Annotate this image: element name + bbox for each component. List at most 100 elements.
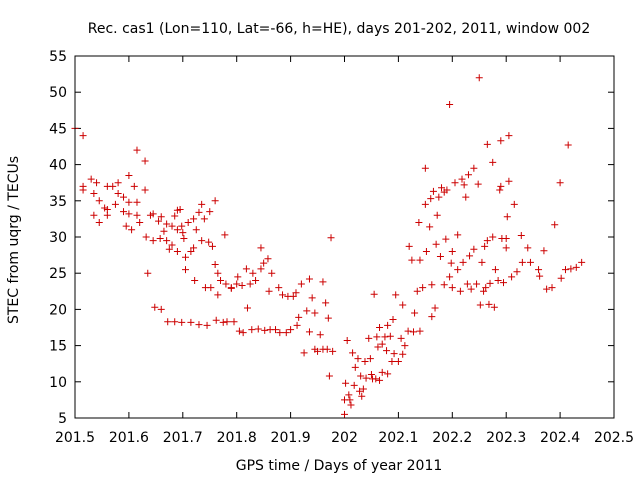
- data-point-plus: [351, 363, 359, 371]
- data-point-plus: [415, 219, 423, 227]
- data-point-plus: [500, 279, 508, 287]
- data-point-plus: [176, 205, 184, 213]
- data-point-plus: [249, 269, 257, 277]
- data-point-plus: [272, 326, 280, 334]
- data-point-plus: [149, 210, 157, 218]
- data-point-plus: [130, 182, 138, 190]
- data-point-plus: [157, 305, 165, 313]
- data-point-plus: [233, 280, 241, 288]
- chart-title: Rec. cas1 (Lon=110, Lat=-66, h=HE), days…: [88, 21, 590, 37]
- data-point-plus: [448, 284, 456, 292]
- x-tick-label: 201.5: [55, 430, 95, 446]
- data-point-plus: [513, 268, 521, 276]
- data-point-plus: [376, 376, 384, 384]
- data-point-plus: [460, 181, 468, 189]
- data-point-plus: [357, 372, 365, 380]
- y-tick-label: 30: [49, 230, 67, 246]
- data-point-plus: [540, 247, 548, 255]
- data-point-plus: [508, 273, 516, 281]
- data-point-plus: [322, 299, 330, 307]
- data-point-plus: [458, 175, 466, 183]
- data-point-plus: [133, 211, 141, 219]
- y-axis-label: STEC from uqrg / TECUs: [6, 156, 22, 324]
- data-point-plus: [497, 137, 505, 145]
- data-point-plus: [451, 179, 459, 187]
- data-point-plus: [462, 193, 470, 201]
- y-tick-label: 45: [49, 121, 67, 137]
- y-tick-label: 5: [58, 411, 67, 427]
- data-point-plus: [214, 291, 222, 299]
- data-point-plus: [163, 220, 171, 228]
- data-point-plus: [447, 259, 455, 267]
- data-point-plus: [171, 318, 179, 326]
- data-point-plus: [120, 193, 128, 201]
- data-point-plus: [392, 291, 400, 299]
- data-point-plus: [222, 280, 230, 288]
- data-point-plus: [446, 273, 454, 281]
- data-point-plus: [502, 244, 510, 252]
- data-points: [71, 74, 586, 418]
- data-point-plus: [470, 245, 478, 253]
- data-point-plus: [279, 291, 287, 299]
- data-point-plus: [454, 266, 462, 274]
- data-point-plus: [503, 213, 511, 221]
- data-point-plus: [475, 74, 483, 82]
- data-point-plus: [180, 234, 188, 242]
- x-tick-label: 202.5: [594, 430, 634, 446]
- data-point-plus: [260, 259, 268, 267]
- data-point-plus: [489, 158, 497, 166]
- data-point-plus: [257, 244, 265, 252]
- data-point-plus: [366, 355, 374, 363]
- data-point-plus: [163, 237, 171, 245]
- data-point-plus: [165, 245, 173, 253]
- data-point-plus: [482, 284, 490, 292]
- data-point-plus: [305, 328, 313, 336]
- data-point-plus: [446, 101, 454, 109]
- data-point-plus: [505, 177, 513, 185]
- data-point-plus: [223, 318, 231, 326]
- data-point-plus: [389, 316, 397, 324]
- data-point-plus: [556, 179, 564, 187]
- y-tick-label: 55: [49, 49, 67, 65]
- data-point-plus: [221, 231, 229, 239]
- data-point-plus: [151, 303, 159, 311]
- data-point-plus: [497, 182, 505, 190]
- data-point-plus: [358, 392, 366, 400]
- data-point-plus: [295, 313, 303, 321]
- data-point-plus: [405, 242, 413, 250]
- data-point-plus: [122, 222, 130, 230]
- x-tick-label: 202.1: [378, 430, 418, 446]
- data-point-plus: [381, 333, 389, 341]
- data-point-plus: [168, 241, 176, 249]
- data-point-plus: [416, 256, 424, 264]
- data-point-plus: [378, 340, 386, 348]
- data-point-plus: [567, 265, 575, 273]
- data-point-plus: [300, 349, 308, 357]
- data-point-plus: [305, 275, 313, 283]
- x-tick-label: 201.6: [109, 430, 149, 446]
- data-point-plus: [428, 313, 436, 321]
- data-point-plus: [421, 200, 429, 208]
- data-point-plus: [399, 301, 407, 309]
- data-point-plus: [125, 171, 133, 179]
- data-point-plus: [325, 372, 333, 380]
- data-point-plus: [181, 253, 189, 261]
- data-point-plus: [95, 219, 103, 227]
- data-point-plus: [179, 229, 187, 237]
- data-point-plus: [238, 282, 246, 290]
- data-point-plus: [308, 294, 316, 302]
- data-point-plus: [384, 370, 392, 378]
- data-point-plus: [297, 280, 305, 288]
- data-point-plus: [496, 186, 504, 194]
- y-tick-label: 50: [49, 85, 67, 101]
- data-point-plus: [190, 244, 198, 252]
- data-point-plus: [388, 358, 396, 366]
- y-tick-label: 15: [49, 339, 67, 355]
- data-point-plus: [319, 278, 327, 286]
- data-point-plus: [114, 190, 122, 198]
- data-point-plus: [155, 217, 163, 225]
- y-tick-label: 25: [49, 266, 67, 282]
- x-tick-label: 201.8: [217, 430, 257, 446]
- data-point-plus: [526, 258, 534, 266]
